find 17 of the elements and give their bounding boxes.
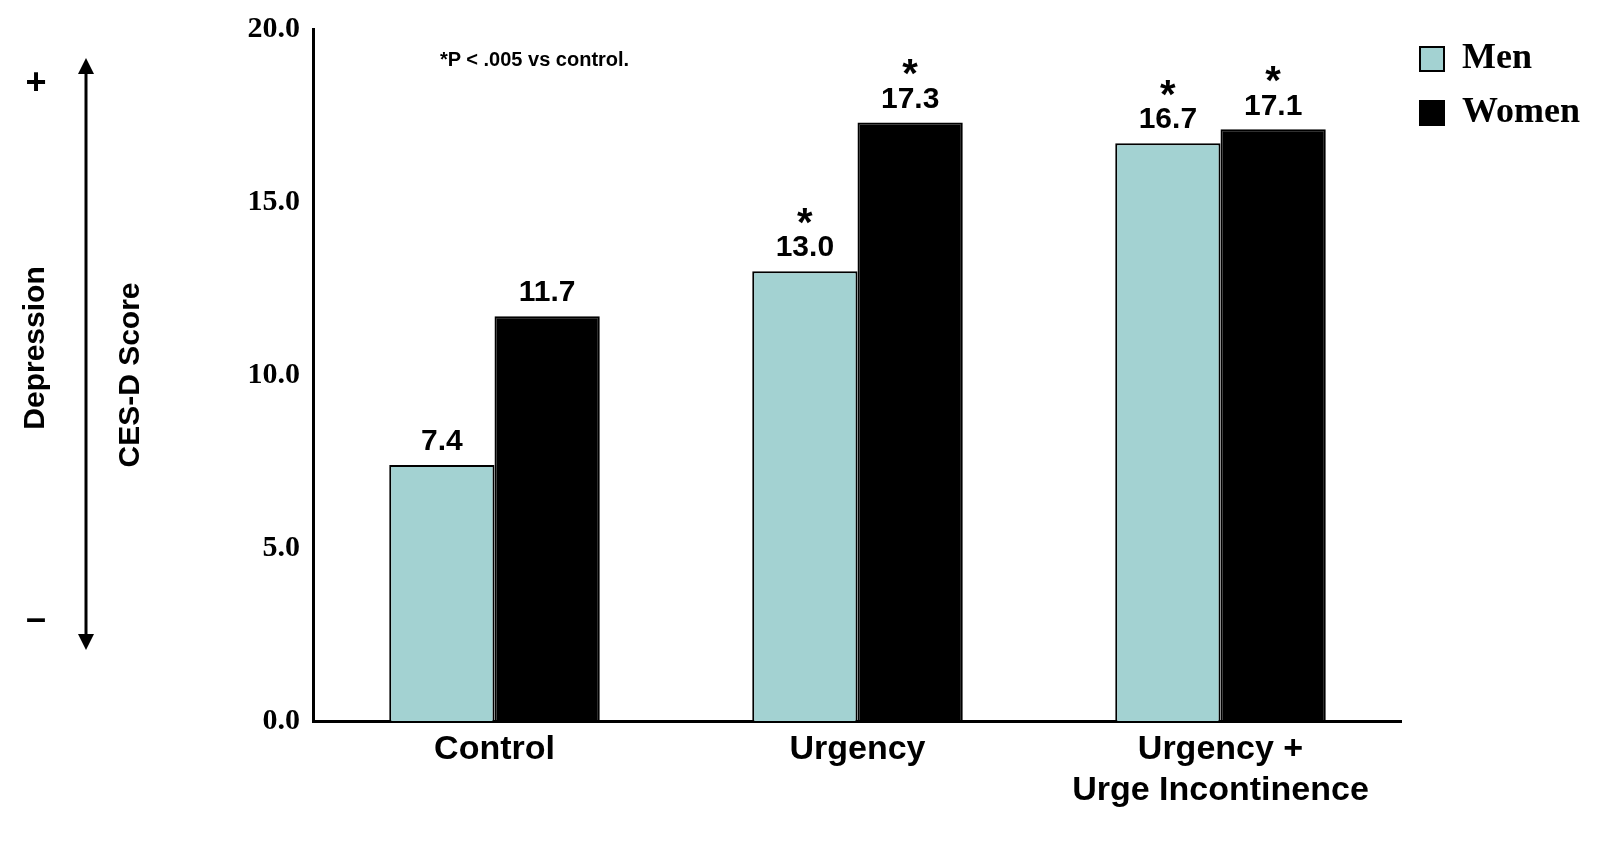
- text: –: [25, 596, 47, 638]
- y-tick-label: 10.0: [247, 355, 300, 389]
- text: Depression: [17, 266, 51, 430]
- y-tick-label: 15.0: [247, 182, 300, 216]
- data-label: 11.7: [518, 274, 576, 308]
- legend-label: Women: [1462, 90, 1581, 131]
- x-tick-label: Urgency + Urge Incontinence: [1072, 727, 1369, 807]
- text: +: [25, 60, 47, 102]
- y-tick-label: 5.0: [262, 528, 300, 562]
- x-tick-label: Urgency: [789, 727, 926, 766]
- x-tick-label: Control: [434, 727, 555, 766]
- legend-label: Men: [1462, 36, 1532, 77]
- data-label: 7.4: [421, 423, 464, 457]
- y-tick-label: 20.0: [247, 9, 300, 43]
- y-tick-label: 0.0: [262, 701, 300, 735]
- y-axis-title: CES-D Score: [112, 282, 146, 468]
- annotation: *P < .005 vs control.: [440, 47, 630, 70]
